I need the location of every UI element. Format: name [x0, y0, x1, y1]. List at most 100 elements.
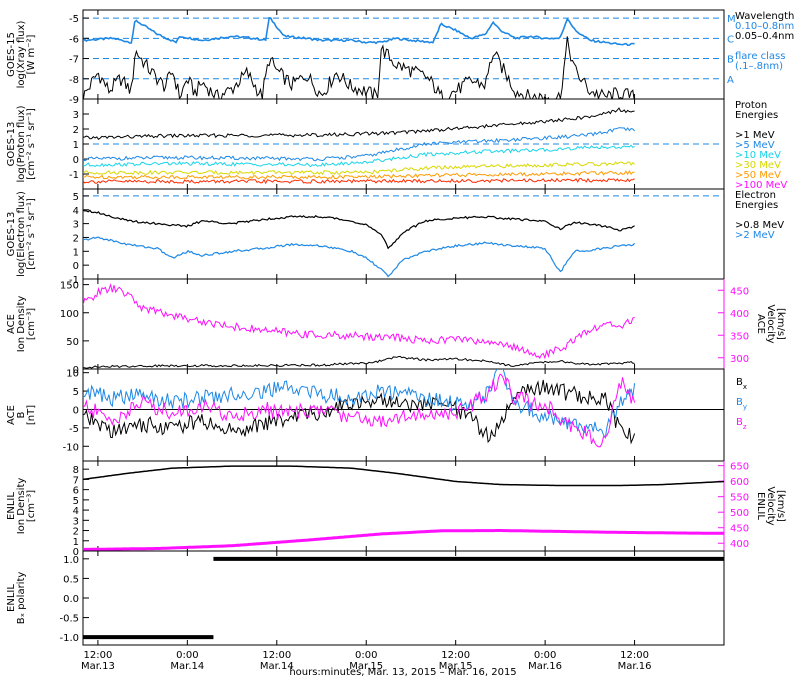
y-tick-label: -9: [69, 95, 79, 106]
x-tick-time-label: 12:00: [441, 650, 470, 661]
x-tick-time-label: 12:00: [83, 650, 112, 661]
x-tick-date-label: Mar.15: [439, 661, 473, 672]
x-tick-date-label: Mar.14: [170, 661, 204, 672]
y-tick-label: 0: [73, 261, 79, 272]
y-tick-label: 1.0: [63, 555, 79, 566]
panel-frame: [82, 550, 725, 646]
y-tick-label: 0: [73, 547, 79, 558]
y-axis-label: [cm⁻³]: [26, 490, 37, 522]
x-tick-time-label: 12:00: [620, 650, 649, 661]
series-group: [83, 209, 636, 278]
y-axis-label: GOES-13: [6, 122, 17, 167]
y-axis-label: [cm⁻² s⁻¹ sr⁻¹]: [26, 198, 37, 270]
panel-ace-magnetic: -10 -5 0 5 10 ACE B [nT] Bx By Bz: [6, 368, 747, 462]
y-axis-label: B: [16, 411, 27, 418]
y-axis-label: [W m⁻²]: [26, 34, 37, 74]
y-tick-label: 8: [73, 465, 79, 476]
legend-entry: >5 MeV: [735, 140, 775, 151]
series-velocity: [83, 282, 635, 360]
y-tick-label: -8: [69, 75, 79, 86]
y-tick-label: 0.5: [63, 574, 79, 585]
legend-entry: >50 MeV: [735, 170, 781, 181]
panel-goes15-xray: -9 -8 -7 -6 -5 GOES-15 log(Xray flux) [W m⁻²] MC…: [6, 9, 794, 106]
legend-entry: flare class: [735, 51, 785, 62]
x-tick-date-label: Mar.14: [260, 661, 294, 672]
right-y-tick-label: 600: [730, 477, 749, 488]
y-tick-label: 1: [73, 537, 79, 548]
y-tick-label: 1: [73, 247, 79, 258]
series-0-05-0-4nm: [83, 36, 635, 99]
y-tick-label: -5: [69, 14, 79, 25]
legend-entry: >10 MeV: [735, 150, 781, 161]
x-tick-time-label: 0:00: [176, 650, 198, 661]
y-tick-label: 6: [73, 486, 79, 497]
y-axis-label: ACE: [6, 314, 17, 334]
legend-subscript: y: [743, 403, 747, 411]
y-tick-label: 2: [73, 233, 79, 244]
y-tick-label: 10: [66, 369, 79, 380]
series--100-mev: [83, 177, 635, 185]
y-tick-label: -6: [69, 34, 79, 45]
series-bx: [83, 379, 636, 445]
legend-entry: Electron: [735, 190, 776, 201]
series-group: [83, 556, 724, 640]
y-tick-label: -5: [69, 424, 79, 435]
y-tick-label: 0: [73, 405, 79, 416]
y-tick-label: 1: [73, 140, 79, 151]
x-tick-time-label: 12:00: [262, 650, 291, 661]
series--10-mev: [83, 144, 635, 168]
y-tick-label: 4: [73, 206, 79, 217]
legend-entry: Wavelength: [735, 11, 794, 22]
y-axis-label: Ion Density: [16, 296, 27, 353]
right-y-axis-label: [km/s]: [775, 490, 786, 522]
y-axis-label: [cm⁻³]: [26, 308, 37, 340]
x-tick-date-label: Mar.16: [528, 661, 562, 672]
panel-frame: [82, 188, 725, 280]
series--30-mev: [83, 161, 635, 176]
x-tick-time-label: 0:00: [534, 650, 556, 661]
series-velocity: [83, 529, 724, 551]
panel-frame: [82, 278, 725, 370]
y-tick-label: 3: [73, 516, 79, 527]
series-bz: [83, 373, 636, 448]
y-tick-label: 3: [73, 110, 79, 121]
y-tick-label: -10: [63, 442, 79, 453]
y-tick-label: 150: [60, 281, 79, 292]
y-axis-label: GOES-13: [6, 212, 17, 257]
y-axis-label: [cm⁻² s⁻¹ sr⁻¹]: [26, 108, 37, 180]
y-tick-label: 7: [73, 475, 79, 486]
legend-subscript: x: [743, 383, 747, 391]
series-by: [83, 369, 636, 440]
y-axis-label: log(Electron flux): [16, 191, 27, 277]
right-y-tick-label: 450: [730, 286, 749, 297]
y-axis-label: log(Proton flux): [16, 105, 27, 182]
right-y-tick-label: 350: [730, 331, 749, 342]
panel-enlil-polarity: -1.0 -0.5 0.0 0.5 1.0 ENLIL Bₓ polarity: [6, 550, 725, 646]
legend-entry: >30 MeV: [735, 160, 781, 171]
y-tick-label: 3: [73, 220, 79, 231]
chart-panels: -9 -8 -7 -6 -5 GOES-15 log(Xray flux) [W m⁻²] MC…: [6, 9, 794, 646]
right-y-tick-label: 400: [730, 309, 749, 320]
right-y-axis-label: Velocity: [765, 486, 776, 525]
y-tick-label: 0.0: [63, 594, 79, 605]
legend-entry: Energies: [735, 110, 778, 121]
y-tick-label: -1: [69, 275, 79, 286]
panel-goes13-electron: -1 0 1 2 3 4 5 GOES-13 log(Electron flux) [cm⁻² s…: [6, 188, 784, 286]
y-tick-label: -1.0: [59, 633, 79, 644]
series-ion-density: [83, 465, 724, 487]
panel-goes13-proton: -1 0 1 2 3 GOES-13 log(Proton flux) [cm⁻² s⁻¹ s…: [6, 98, 787, 191]
y-axis-label: log(Xray flux): [16, 21, 27, 89]
series--0-8-mev: [83, 209, 635, 250]
y-tick-label: -1: [69, 170, 79, 181]
y-tick-label: -7: [69, 55, 79, 66]
legend-entry: Bx: [736, 377, 747, 391]
series--1-mev: [83, 107, 635, 140]
right-y-tick-label: 500: [730, 508, 749, 519]
flare-class-label: M: [727, 14, 736, 25]
y-axis-label: GOES-15: [6, 32, 17, 77]
y-tick-label: 100: [60, 309, 79, 320]
x-axis: 12:00Mar.130:00Mar.1412:00Mar.140:00Mar.…: [81, 650, 652, 672]
y-tick-label: 0: [73, 365, 79, 376]
